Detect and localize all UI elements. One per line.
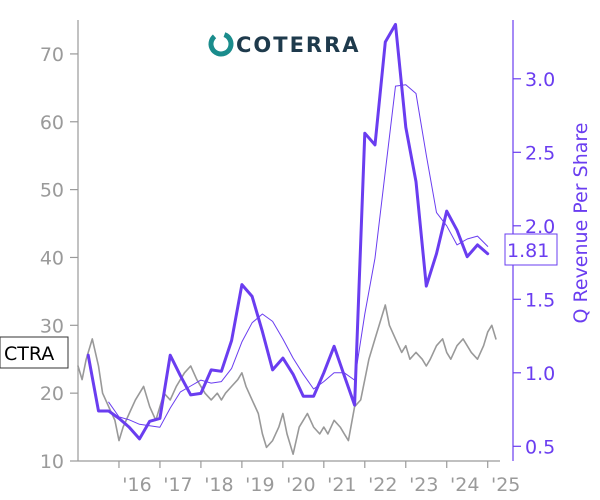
revenue-avg-line [108, 84, 489, 428]
latest-value-tag: 1.81 [504, 233, 558, 266]
left-tick-label: 20 [40, 383, 64, 405]
left-tick-label: 40 [40, 247, 64, 269]
right-tick-label: 0.5 [525, 436, 555, 458]
x-tick-label: '24 [450, 474, 479, 496]
latest-value-tag-label: 1.81 [507, 240, 549, 262]
left-tick-label: 60 [40, 112, 64, 134]
x-tick-label: '19 [245, 474, 274, 496]
right-tick-label: 2.0 [525, 216, 555, 238]
coterra-ring-icon [208, 31, 234, 57]
revenue-line [86, 22, 490, 441]
x-tick-label: '20 [286, 474, 315, 496]
right-tick-label: 3.0 [525, 69, 555, 91]
ticker-tag-box [0, 336, 69, 369]
logo-ring [208, 31, 234, 57]
x-tick-label: '21 [327, 474, 356, 496]
left-tick-label: 30 [40, 315, 64, 337]
revenue-series [86, 22, 490, 441]
right-tick-label: 1.5 [525, 289, 555, 311]
left-tick-label: 70 [40, 44, 64, 66]
latest-value-tag-box [504, 233, 558, 266]
x-tick-label: '23 [409, 474, 438, 496]
right-tick-label: 2.5 [525, 142, 555, 164]
x-tick-label: '16 [122, 474, 151, 496]
bottom-axis: '16 '17 '18 '19 '20 '21 '22 '23 '24 '25 [78, 460, 520, 496]
ticker-tag-label: CTRA [4, 343, 54, 365]
x-tick-label: '22 [368, 474, 397, 496]
right-axis: 0.5 1.0 1.5 2.0 2.5 3.0 [512, 20, 555, 461]
logo-text: COTERRA [236, 33, 361, 57]
revenue-avg-series [108, 84, 489, 428]
x-tick-label: '18 [204, 474, 233, 496]
price-line [77, 304, 497, 456]
left-tick-label: 50 [40, 180, 64, 202]
left-axis: 10 20 30 40 50 60 70 [40, 20, 79, 473]
x-tick-label: '25 [491, 474, 520, 496]
price-series [77, 304, 497, 456]
right-axis-title: Q Revenue Per Share [570, 123, 592, 324]
ticker-tag: CTRA [0, 336, 69, 369]
right-tick-label: 1.0 [525, 363, 555, 385]
left-tick-label: 10 [40, 451, 64, 473]
logo: COTERRA [208, 31, 361, 57]
x-tick-label: '17 [163, 474, 192, 496]
